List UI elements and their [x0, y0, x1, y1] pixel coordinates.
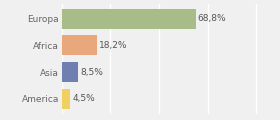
Bar — [62, 62, 78, 82]
Text: 4,5%: 4,5% — [72, 94, 95, 103]
Bar — [62, 9, 195, 29]
Text: 8,5%: 8,5% — [80, 68, 103, 77]
Bar — [62, 89, 70, 109]
Text: 68,8%: 68,8% — [197, 14, 226, 23]
Bar — [62, 35, 97, 55]
Text: 18,2%: 18,2% — [99, 41, 127, 50]
